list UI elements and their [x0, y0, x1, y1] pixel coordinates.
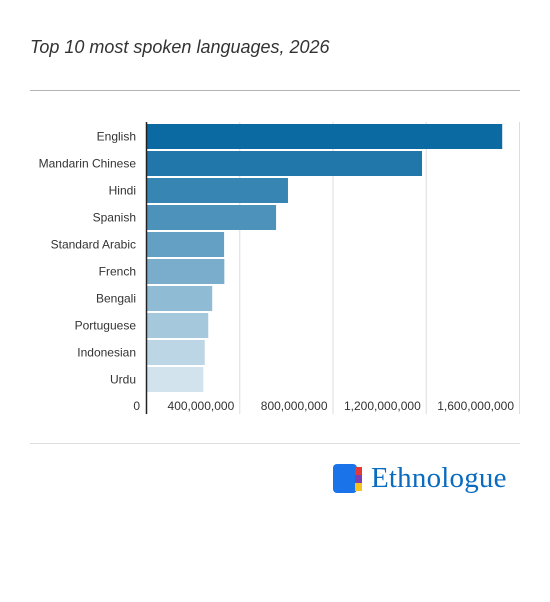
chart-title: Top 10 most spoken languages, 2026 — [30, 37, 330, 57]
category-label: Indonesian — [77, 346, 136, 360]
ethnologue-wordmark: Ethnologue — [371, 461, 507, 494]
bar[interactable] — [146, 367, 204, 392]
bar[interactable] — [146, 340, 205, 365]
x-tick-label: 0 — [133, 399, 140, 413]
category-label: Portuguese — [75, 319, 137, 333]
category-label: Mandarin Chinese — [39, 157, 137, 171]
x-tick-label: 800,000,000 — [261, 399, 328, 413]
bar[interactable] — [146, 259, 225, 284]
bar[interactable] — [146, 151, 423, 176]
bottom-divider — [30, 443, 520, 444]
category-label: Hindi — [109, 184, 136, 198]
bar[interactable] — [146, 313, 209, 338]
category-label: Bengali — [96, 292, 136, 306]
category-label: Urdu — [110, 373, 136, 387]
bar-chart: English Mandarin Chinese Hindi Spanish Stand… — [39, 122, 520, 414]
bar[interactable] — [146, 205, 277, 230]
category-label: Standard Arabic — [51, 238, 136, 252]
category-label: French — [99, 265, 136, 279]
ethnologue-logo[interactable]: Ethnologue — [333, 460, 507, 496]
x-tick-label: 1,600,000,000 — [437, 399, 514, 413]
top-divider — [30, 90, 520, 91]
bar[interactable] — [146, 124, 503, 149]
bar[interactable] — [146, 286, 213, 311]
bar[interactable] — [146, 232, 225, 257]
category-label: English — [97, 130, 136, 144]
x-tick-label: 400,000,000 — [168, 399, 235, 413]
category-label: Spanish — [93, 211, 136, 225]
bar[interactable] — [146, 178, 288, 203]
ethnologue-logo-icon — [333, 463, 362, 493]
x-tick-label: 1,200,000,000 — [344, 399, 421, 413]
